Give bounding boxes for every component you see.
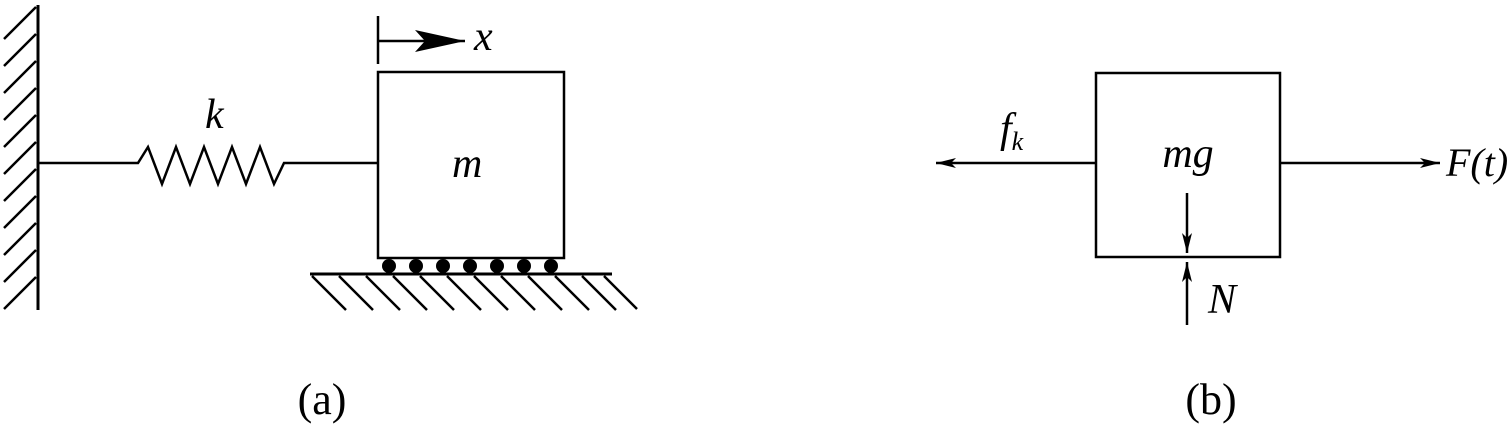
mass-label: m xyxy=(452,141,482,187)
roller xyxy=(409,259,423,273)
ground xyxy=(310,272,638,311)
caption-a: (a) xyxy=(298,375,347,424)
rollers xyxy=(382,259,558,273)
roller xyxy=(463,259,477,273)
mass-block xyxy=(376,70,566,260)
displacement-arrow xyxy=(376,16,465,64)
fixed-wall xyxy=(3,5,40,310)
roller xyxy=(490,259,504,273)
ground-hatching xyxy=(311,275,638,311)
normal-force-label: N xyxy=(1207,277,1238,323)
applied-force-label: F(t) xyxy=(1445,140,1508,185)
weight-label: mg xyxy=(1162,131,1213,177)
spring-force-subscript: k xyxy=(1012,127,1024,156)
spring xyxy=(38,143,378,188)
caption-b: (b) xyxy=(1185,375,1236,424)
displacement-label: x xyxy=(473,14,493,60)
spring-constant-label: k xyxy=(205,92,225,138)
wall-hatching xyxy=(3,6,37,310)
roller xyxy=(436,259,450,273)
free-body-block xyxy=(1094,71,1282,259)
panel-b: mg fk F(t) N (b) xyxy=(936,71,1508,424)
roller xyxy=(544,259,558,273)
panel-a: k m x xyxy=(3,5,638,424)
spring-force-label: fk xyxy=(1000,106,1024,156)
roller xyxy=(517,259,531,273)
roller xyxy=(382,259,396,273)
